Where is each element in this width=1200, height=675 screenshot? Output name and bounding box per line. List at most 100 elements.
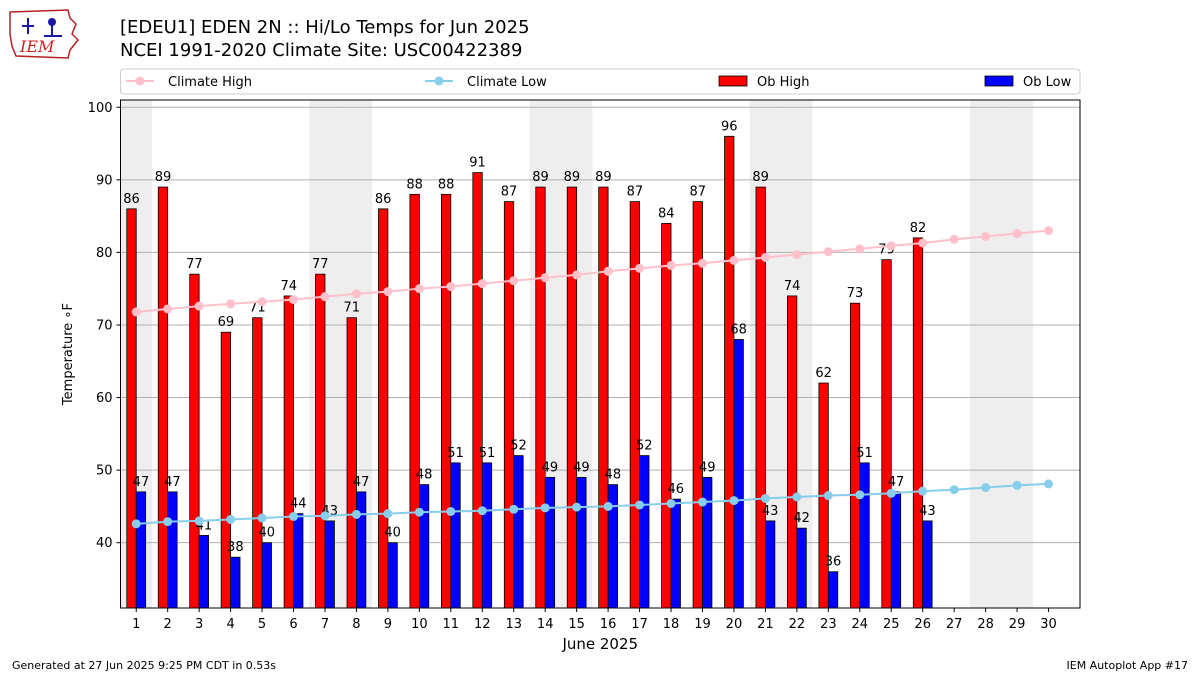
y-tick-label: 40 [96,536,113,551]
climate-high-point [320,292,330,302]
climate-low-point [257,513,267,523]
ob-low-bar [544,476,556,609]
ob-low-bar [733,339,744,609]
ob-low-value-label: 49 [573,460,590,475]
x-tick-label: 6 [289,617,297,632]
weekend-shade [969,100,1002,608]
ob-low-value-label: 46 [667,482,684,497]
ob-low-value-label: 49 [699,460,716,475]
ob-low-value-label: 48 [416,468,433,483]
app-credit: IEM Autoplot App #17 [1066,659,1189,672]
climate-low-point [446,506,456,516]
climate-low-point [760,493,770,503]
ob-low-bar [198,535,209,609]
climate-high-point [949,234,959,244]
climate-low-point [855,490,865,500]
ob-high-value-label: 77 [312,257,329,272]
ob-high-bar [126,208,137,609]
x-tick-label: 1 [132,617,140,632]
ob-low-bar [922,520,933,609]
ob-low-value-label: 48 [605,468,622,483]
ob-low-value-label: 47 [133,475,150,490]
climate-high-point [886,241,896,251]
x-tick-label: 18 [663,617,680,632]
ob-low-value-label: 40 [259,526,276,541]
ob-high-value-label: 74 [784,279,801,294]
ob-low-value-label: 52 [510,439,527,454]
ob-high-bar [440,193,452,609]
climate-low-point [1012,480,1022,490]
ob-low-bar [230,556,241,609]
climate-high-point [383,287,393,297]
climate-low-point [729,496,739,506]
y-tick-label: 90 [96,173,113,188]
ob-high-value-label: 84 [658,206,675,221]
ob-low-value-label: 36 [825,555,842,570]
ob-low-value-label: 51 [479,446,496,461]
ob-high-value-label: 82 [910,221,927,236]
legend-label: Ob High [757,75,810,90]
ob-high-bar [724,135,735,609]
generated-timestamp: Generated at 27 Jun 2025 9:25 PM CDT in … [12,659,277,672]
climate-high-line [136,229,1049,313]
ob-high-value-label: 88 [438,177,455,192]
climate-low-point [383,509,393,519]
climate-low-point [509,504,519,514]
ob-low-bar [167,491,178,609]
ob-high-value-label: 77 [186,257,203,272]
climate-high-point [572,270,582,280]
weekend-shade [1001,100,1033,608]
ob-low-value-label: 47 [164,475,181,490]
legend-label: Climate High [168,75,252,90]
ob-low-value-label: 47 [353,475,370,490]
ob-low-bar [576,476,587,609]
ob-high-value-label: 89 [155,170,172,185]
ob-low-value-label: 42 [793,511,810,526]
climate-low-point [351,509,361,519]
ob-high-bar [157,186,169,609]
ob-low-bar [827,571,839,609]
ob-high-value-label: 87 [501,185,518,200]
climate-high-point [289,295,299,305]
legend-marker-swatch [434,76,444,86]
climate-high-point [729,255,739,265]
climate-high-point [918,238,928,248]
climate-high-point [697,258,707,268]
ob-high-value-label: 69 [218,315,235,330]
ob-high-value-label: 89 [564,170,581,185]
ob-low-value-label: 51 [856,446,873,461]
climate-low-point [666,498,676,508]
climate-low-point [163,517,173,527]
x-tick-label: 9 [384,617,392,632]
x-tick-label: 28 [977,617,994,632]
x-tick-label: 29 [1009,617,1026,632]
ob-high-bar [472,172,483,609]
x-tick-label: 17 [631,617,648,632]
ob-high-bar [283,295,294,609]
ob-low-bar [387,542,398,609]
ob-low-bar [261,542,272,609]
climate-high-point [792,250,802,260]
x-tick-label: 26 [914,617,931,632]
climate-low-point [918,486,928,496]
x-tick-label: 22 [789,617,806,632]
plot-frame [120,99,1081,609]
ob-low-bar [765,520,776,609]
iem-logo: IEM [8,6,80,60]
climate-high-point [635,263,645,273]
climate-high-point [509,276,519,286]
climate-high-point [540,273,550,283]
x-tick-label: 27 [946,617,963,632]
ob-high-bar [189,273,200,609]
climate-low-point [540,503,550,513]
climate-high-point [1044,226,1054,236]
climate-high-point [194,301,204,311]
climate-high-point [1012,229,1022,239]
ob-high-bar [881,259,892,609]
x-tick-label: 13 [505,617,522,632]
x-axis-label: June 2025 [561,635,638,653]
climate-low-point [289,512,299,522]
x-tick-label: 3 [195,617,203,632]
ob-high-value-label: 89 [595,170,612,185]
